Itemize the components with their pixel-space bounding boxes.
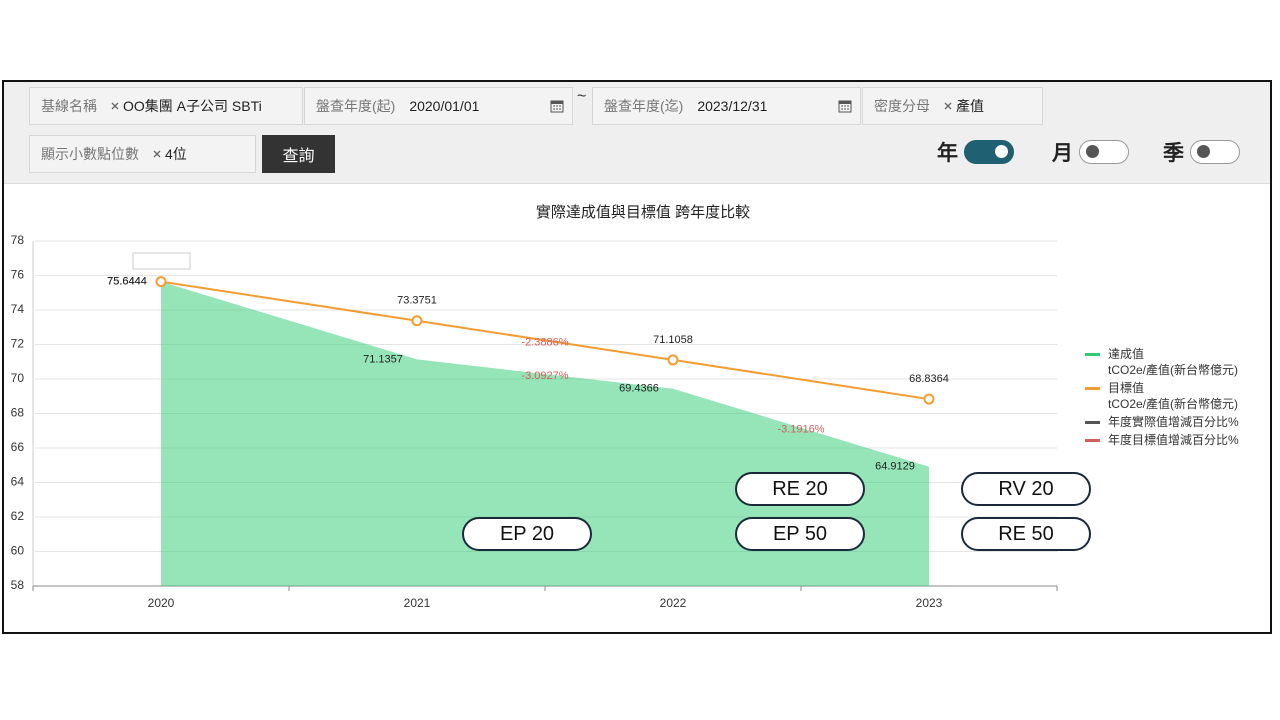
data-label: 64.9129 — [875, 461, 915, 473]
filter-value: 4位 — [165, 146, 187, 162]
toggle[interactable]: 年 — [937, 132, 1014, 172]
y-tick-label: 78 — [11, 233, 25, 247]
filter-value: 2020/01/01 — [409, 98, 480, 114]
legend-label: 達成值 tCO2e/產值(新台幣億元) — [1108, 347, 1239, 377]
data-label: 75.6444 — [107, 276, 147, 288]
percent-label: -2.3886% — [521, 336, 568, 348]
legend: 達成值 tCO2e/產值(新台幣億元) 目標值 tCO2e/產值(新台幣億元) 年度… — [1085, 346, 1239, 450]
filter-label: 密度分母 — [874, 98, 930, 114]
point — [411, 315, 423, 327]
data-label: 69.4366 — [619, 383, 659, 395]
data-label: 71.1357 — [363, 353, 403, 365]
legend-item[interactable]: 年度實際值增減百分比% — [1085, 414, 1239, 430]
data-label: 73.3751 — [397, 295, 437, 307]
calendar-icon[interactable] — [838, 99, 852, 113]
filter-denominator[interactable]: 密度分母 產值 — [862, 87, 1043, 125]
legend-label: 年度目標值增減百分比% — [1108, 433, 1239, 447]
y-tick-label: 70 — [11, 371, 25, 385]
toggle-label: 年 — [937, 142, 958, 165]
x-tick-label: 2021 — [404, 596, 431, 610]
separator: ~ — [577, 88, 587, 105]
y-tick-label: 68 — [11, 406, 25, 420]
chart-title: 實際達成值與目標值 跨年度比較 — [536, 203, 750, 221]
filter-label: 基線名稱 — [41, 98, 97, 114]
y-tick-label: 74 — [11, 302, 25, 316]
x-tick-label: 2020 — [148, 596, 175, 610]
legend-label: 目標值 tCO2e/產值(新台幣億元) — [1108, 381, 1239, 411]
filter-end[interactable]: 盤查年度(迄) 2023/12/31 — [592, 87, 861, 125]
switch[interactable] — [1079, 140, 1129, 164]
percent-label: -3.0927% — [521, 370, 568, 382]
legend-item[interactable]: 目標值 tCO2e/產值(新台幣億元) — [1085, 380, 1239, 412]
y-tick-label: 60 — [11, 544, 25, 558]
switch[interactable] — [1190, 140, 1240, 164]
area — [161, 281, 929, 586]
y-tick-label: 64 — [11, 475, 25, 489]
legend-item[interactable]: 達成值 tCO2e/產值(新台幣億元) — [1085, 346, 1239, 378]
x-tick-label: 2023 — [916, 596, 943, 610]
point — [923, 393, 935, 405]
clear-icon[interactable] — [111, 102, 119, 110]
toggle[interactable]: 季 — [1163, 132, 1240, 172]
y-tick-label: 76 — [11, 268, 25, 282]
y-tick-label: 62 — [11, 509, 25, 523]
filter-label: 顯示小數點位數 — [41, 146, 139, 162]
filter-value: OO集團 A子公司 SBTi — [123, 98, 262, 114]
tooltip-box — [132, 252, 191, 270]
legend-swatch — [1085, 439, 1100, 442]
filter-label: 盤查年度(起) — [316, 98, 396, 114]
legend-swatch — [1085, 387, 1100, 390]
query-button[interactable]: 查詢 — [262, 135, 335, 173]
calendar-icon[interactable] — [550, 99, 564, 113]
clear-icon[interactable] — [944, 102, 952, 110]
badge[interactable]: RV 20 — [961, 472, 1091, 506]
badge[interactable]: EP 20 — [462, 517, 592, 551]
data-label: 68.8364 — [909, 373, 949, 385]
legend-swatch — [1085, 353, 1100, 356]
filter-value: 2023/12/31 — [697, 98, 768, 114]
badge[interactable]: RE 50 — [961, 517, 1091, 551]
data-label: 71.1058 — [653, 334, 693, 346]
data-label: 75.6444 — [107, 276, 147, 288]
filter-baseline[interactable]: 基線名稱 OO集團 A子公司 SBTi — [29, 87, 303, 125]
filter-value: 產值 — [956, 98, 984, 114]
legend-label: 年度實際值增減百分比% — [1108, 415, 1239, 429]
badge[interactable]: EP 50 — [735, 517, 865, 551]
toggle[interactable]: 月 — [1052, 132, 1129, 172]
y-tick-label: 72 — [11, 337, 25, 351]
filter-decimals[interactable]: 顯示小數點位數 4位 — [29, 135, 256, 173]
point — [667, 354, 679, 366]
toggle-label: 季 — [1163, 142, 1184, 165]
percent-label: -3.1916% — [777, 424, 824, 436]
line — [160, 280, 930, 401]
x-tick-label: 2022 — [660, 596, 687, 610]
switch[interactable] — [964, 140, 1014, 164]
filter-label: 盤查年度(迄) — [604, 98, 684, 114]
toggle-label: 月 — [1052, 142, 1073, 165]
filter-start[interactable]: 盤查年度(起) 2020/01/01 — [304, 87, 573, 125]
y-tick-label: 66 — [11, 440, 25, 454]
legend-item[interactable]: 年度目標值增減百分比% — [1085, 432, 1239, 448]
clear-icon[interactable] — [153, 150, 161, 158]
point — [155, 276, 167, 288]
legend-swatch — [1085, 421, 1100, 424]
y-tick-label: 58 — [11, 578, 25, 592]
badge[interactable]: RE 20 — [735, 472, 865, 506]
